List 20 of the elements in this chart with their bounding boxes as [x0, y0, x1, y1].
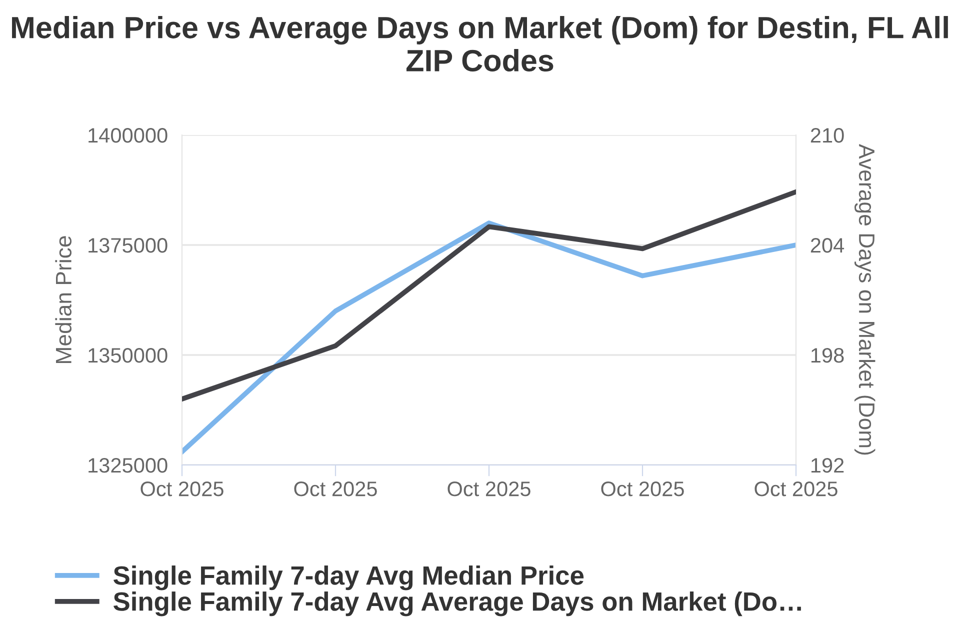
y2-tick-label: 204: [810, 238, 844, 253]
x-tick-label: Oct 2025: [448, 482, 530, 496]
legend-label: Single Family 7-day Avg Average Days on Market (Do…: [114, 592, 801, 616]
y-tick-label: 1325000: [88, 458, 168, 473]
y2-tick-label: 192: [811, 458, 844, 473]
y2-tick-label: 198: [811, 348, 844, 363]
x-tick-label: Oct 2025: [294, 482, 377, 496]
chart-title: Median Price vs Average Days on Market (Dom) for Destin, FL All ZIP Codes: [12, 16, 948, 72]
x-tick-label: Oct 2025: [754, 482, 838, 496]
y2-tick-label: 210: [810, 128, 844, 143]
line-series: [182, 220, 796, 454]
legend-label: Single Family 7-day Avg Median Price: [114, 566, 584, 590]
line-series: [182, 189, 796, 402]
y-axis-title: Median Price: [55, 236, 72, 364]
y-tick-label: 1350000: [88, 348, 168, 363]
x-tick-label: Oct 2025: [140, 482, 224, 496]
x-tick-label: Oct 2025: [601, 482, 684, 496]
y2-axis-title: Average Days on Market (Dom): [854, 144, 876, 455]
y-tick-label: 1400000: [88, 128, 168, 143]
y-tick-label: 1375000: [88, 238, 168, 253]
